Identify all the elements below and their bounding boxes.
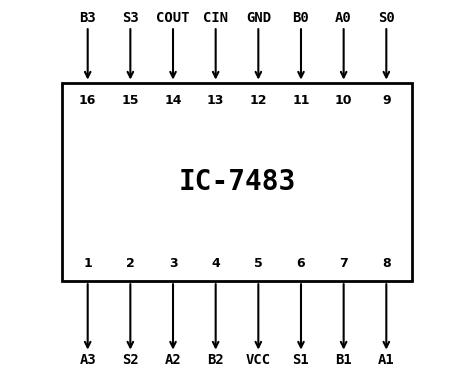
Text: B3: B3 — [79, 11, 96, 25]
Text: B0: B0 — [292, 11, 310, 25]
Text: S2: S2 — [122, 354, 139, 368]
Text: A3: A3 — [79, 354, 96, 368]
Text: 10: 10 — [335, 94, 352, 107]
Text: IC-7483: IC-7483 — [178, 168, 296, 196]
Text: GND: GND — [246, 11, 271, 25]
Text: VCC: VCC — [246, 354, 271, 368]
Text: 12: 12 — [250, 94, 267, 107]
Text: 8: 8 — [382, 257, 391, 270]
Text: 15: 15 — [122, 94, 139, 107]
Text: A1: A1 — [378, 354, 395, 368]
Text: 14: 14 — [164, 94, 182, 107]
Text: 6: 6 — [297, 257, 305, 270]
Text: CIN: CIN — [203, 11, 228, 25]
Text: 7: 7 — [339, 257, 348, 270]
Text: COUT: COUT — [156, 11, 190, 25]
Text: 16: 16 — [79, 94, 96, 107]
Text: 13: 13 — [207, 94, 224, 107]
Text: 9: 9 — [382, 94, 391, 107]
Text: B1: B1 — [335, 354, 352, 368]
Text: 1: 1 — [83, 257, 92, 270]
Text: S3: S3 — [122, 11, 139, 25]
Text: 3: 3 — [169, 257, 177, 270]
Bar — [62, 82, 412, 281]
Text: S1: S1 — [292, 354, 310, 368]
Text: 4: 4 — [211, 257, 220, 270]
Text: S0: S0 — [378, 11, 395, 25]
Text: 2: 2 — [126, 257, 135, 270]
Text: 5: 5 — [254, 257, 263, 270]
Text: 11: 11 — [292, 94, 310, 107]
Text: A0: A0 — [335, 11, 352, 25]
Text: A2: A2 — [164, 354, 182, 368]
Text: B2: B2 — [207, 354, 224, 368]
